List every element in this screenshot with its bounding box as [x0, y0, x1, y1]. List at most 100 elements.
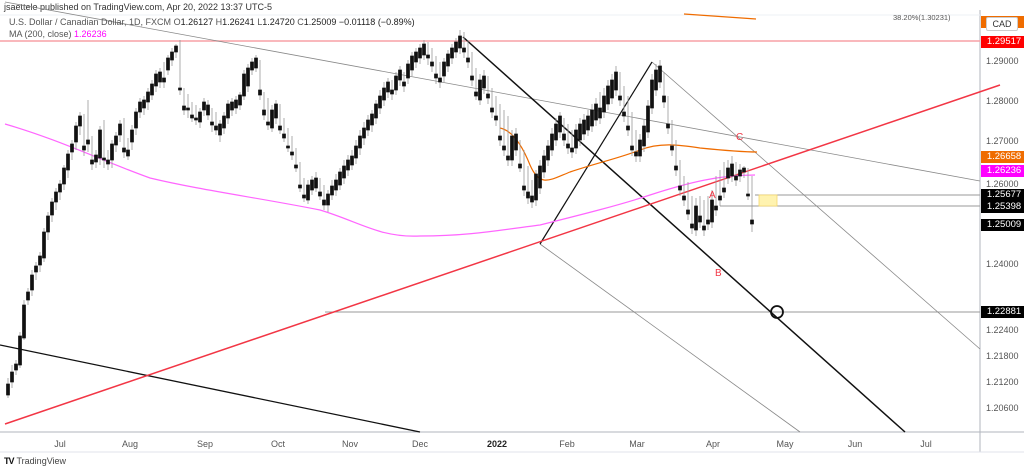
candle: [386, 81, 390, 93]
candle: [678, 185, 682, 191]
change-value: −0.01118 (−0.89%): [338, 17, 415, 27]
candle: [306, 184, 310, 201]
candle: [226, 103, 230, 119]
candle: [458, 35, 462, 49]
gray-channel-lower[interactable]: [539, 243, 801, 433]
time-tick: Jun: [847, 439, 863, 449]
candle: [542, 155, 546, 173]
gray-descending-trendline[interactable]: [4, 1, 981, 182]
candle: [354, 145, 358, 159]
gray-channel-upper[interactable]: [651, 61, 981, 350]
candle: [750, 219, 754, 225]
candle: [502, 145, 506, 151]
candle: [426, 54, 430, 59]
candle: [66, 153, 70, 171]
price-label[interactable]: 1.26236: [981, 165, 1024, 177]
open-label: O: [173, 17, 181, 27]
price-label[interactable]: 1.25009: [981, 219, 1024, 231]
highlight-zone[interactable]: [758, 194, 778, 207]
candle: [314, 177, 318, 189]
candle: [606, 85, 610, 105]
orange-fib-segment[interactable]: [683, 13, 757, 20]
candle: [142, 99, 146, 109]
candle: [446, 53, 450, 67]
price-tick: 1.27000: [986, 136, 1019, 146]
price-label[interactable]: 1.25398: [981, 201, 1024, 213]
black-lower-trendline[interactable]: [0, 344, 421, 433]
open-value: 1.26127: [180, 17, 214, 27]
candle: [658, 65, 662, 83]
black-descending-trendline[interactable]: [462, 36, 906, 433]
price-label[interactable]: 1.22881: [981, 306, 1024, 318]
symbol-name[interactable]: U.S. Dollar / Canadian Dollar, 1D, FXCM: [9, 17, 172, 27]
time-tick: Jul: [54, 439, 66, 449]
candle: [282, 133, 286, 139]
candle: [206, 104, 210, 116]
candle: [38, 255, 42, 266]
candle: [698, 215, 702, 223]
candle: [478, 79, 482, 101]
black-ascending-leg[interactable]: [539, 61, 653, 245]
candle: [330, 185, 334, 196]
symbol-ohlc-row: U.S. Dollar / Canadian Dollar, 1D, FXCM …: [9, 16, 415, 28]
candle: [546, 145, 550, 161]
candle: [322, 199, 326, 206]
price-label[interactable]: 1.26658: [981, 151, 1024, 163]
candle: [654, 69, 658, 91]
ma-legend-row[interactable]: MA (200, close) 1.26236: [9, 28, 415, 40]
candle: [346, 159, 350, 171]
candle: [94, 154, 98, 163]
candle: [622, 111, 626, 117]
currency-badge[interactable]: CAD: [986, 17, 1018, 31]
red-ascending-trendline[interactable]: [4, 84, 1001, 425]
candle: [514, 133, 518, 151]
candle: [274, 103, 278, 119]
ma-value: 1.26236: [74, 29, 107, 39]
candle: [334, 179, 338, 191]
price-label[interactable]: 1.25677: [981, 189, 1024, 201]
candle: [378, 95, 382, 109]
tradingview-footer[interactable]: TV TradingView: [4, 456, 66, 466]
candle: [598, 107, 602, 119]
candle: [490, 107, 494, 113]
low-value: 1.24720: [262, 17, 295, 27]
candle: [326, 193, 330, 206]
wave-label-b[interactable]: B: [715, 268, 722, 279]
candle: [694, 205, 698, 231]
candle: [238, 94, 242, 106]
candle: [42, 231, 46, 259]
candle: [186, 107, 190, 111]
candle: [358, 135, 362, 149]
tradingview-logo-icon: TV: [4, 456, 14, 466]
wave-label-c[interactable]: C: [736, 132, 744, 143]
time-tick: Feb: [559, 439, 575, 449]
target-circle-marker[interactable]: [770, 305, 784, 319]
candle: [634, 151, 638, 157]
candle: [118, 123, 122, 136]
chart-legend: U.S. Dollar / Canadian Dollar, 1D, FXCM …: [9, 16, 415, 40]
candle: [110, 143, 114, 161]
candle: [50, 201, 54, 216]
candle: [262, 109, 266, 116]
candle: [534, 173, 538, 201]
orange-ma-line[interactable]: [499, 127, 758, 181]
price-label[interactable]: 1.29517: [981, 36, 1024, 48]
candle: [134, 111, 138, 129]
candle: [222, 115, 226, 129]
ma-200-line[interactable]: [4, 123, 756, 237]
candle: [686, 209, 690, 215]
candle: [498, 135, 502, 141]
wave-label-a[interactable]: A: [709, 190, 716, 201]
candle: [466, 57, 470, 63]
candle: [338, 171, 342, 186]
candle: [562, 133, 566, 141]
candle: [702, 225, 706, 231]
candle: [342, 165, 346, 179]
candle: [730, 163, 734, 177]
candle: [298, 184, 302, 189]
candle: [418, 47, 422, 59]
candle: [610, 79, 614, 99]
candle: [294, 164, 298, 169]
candle: [90, 159, 94, 165]
